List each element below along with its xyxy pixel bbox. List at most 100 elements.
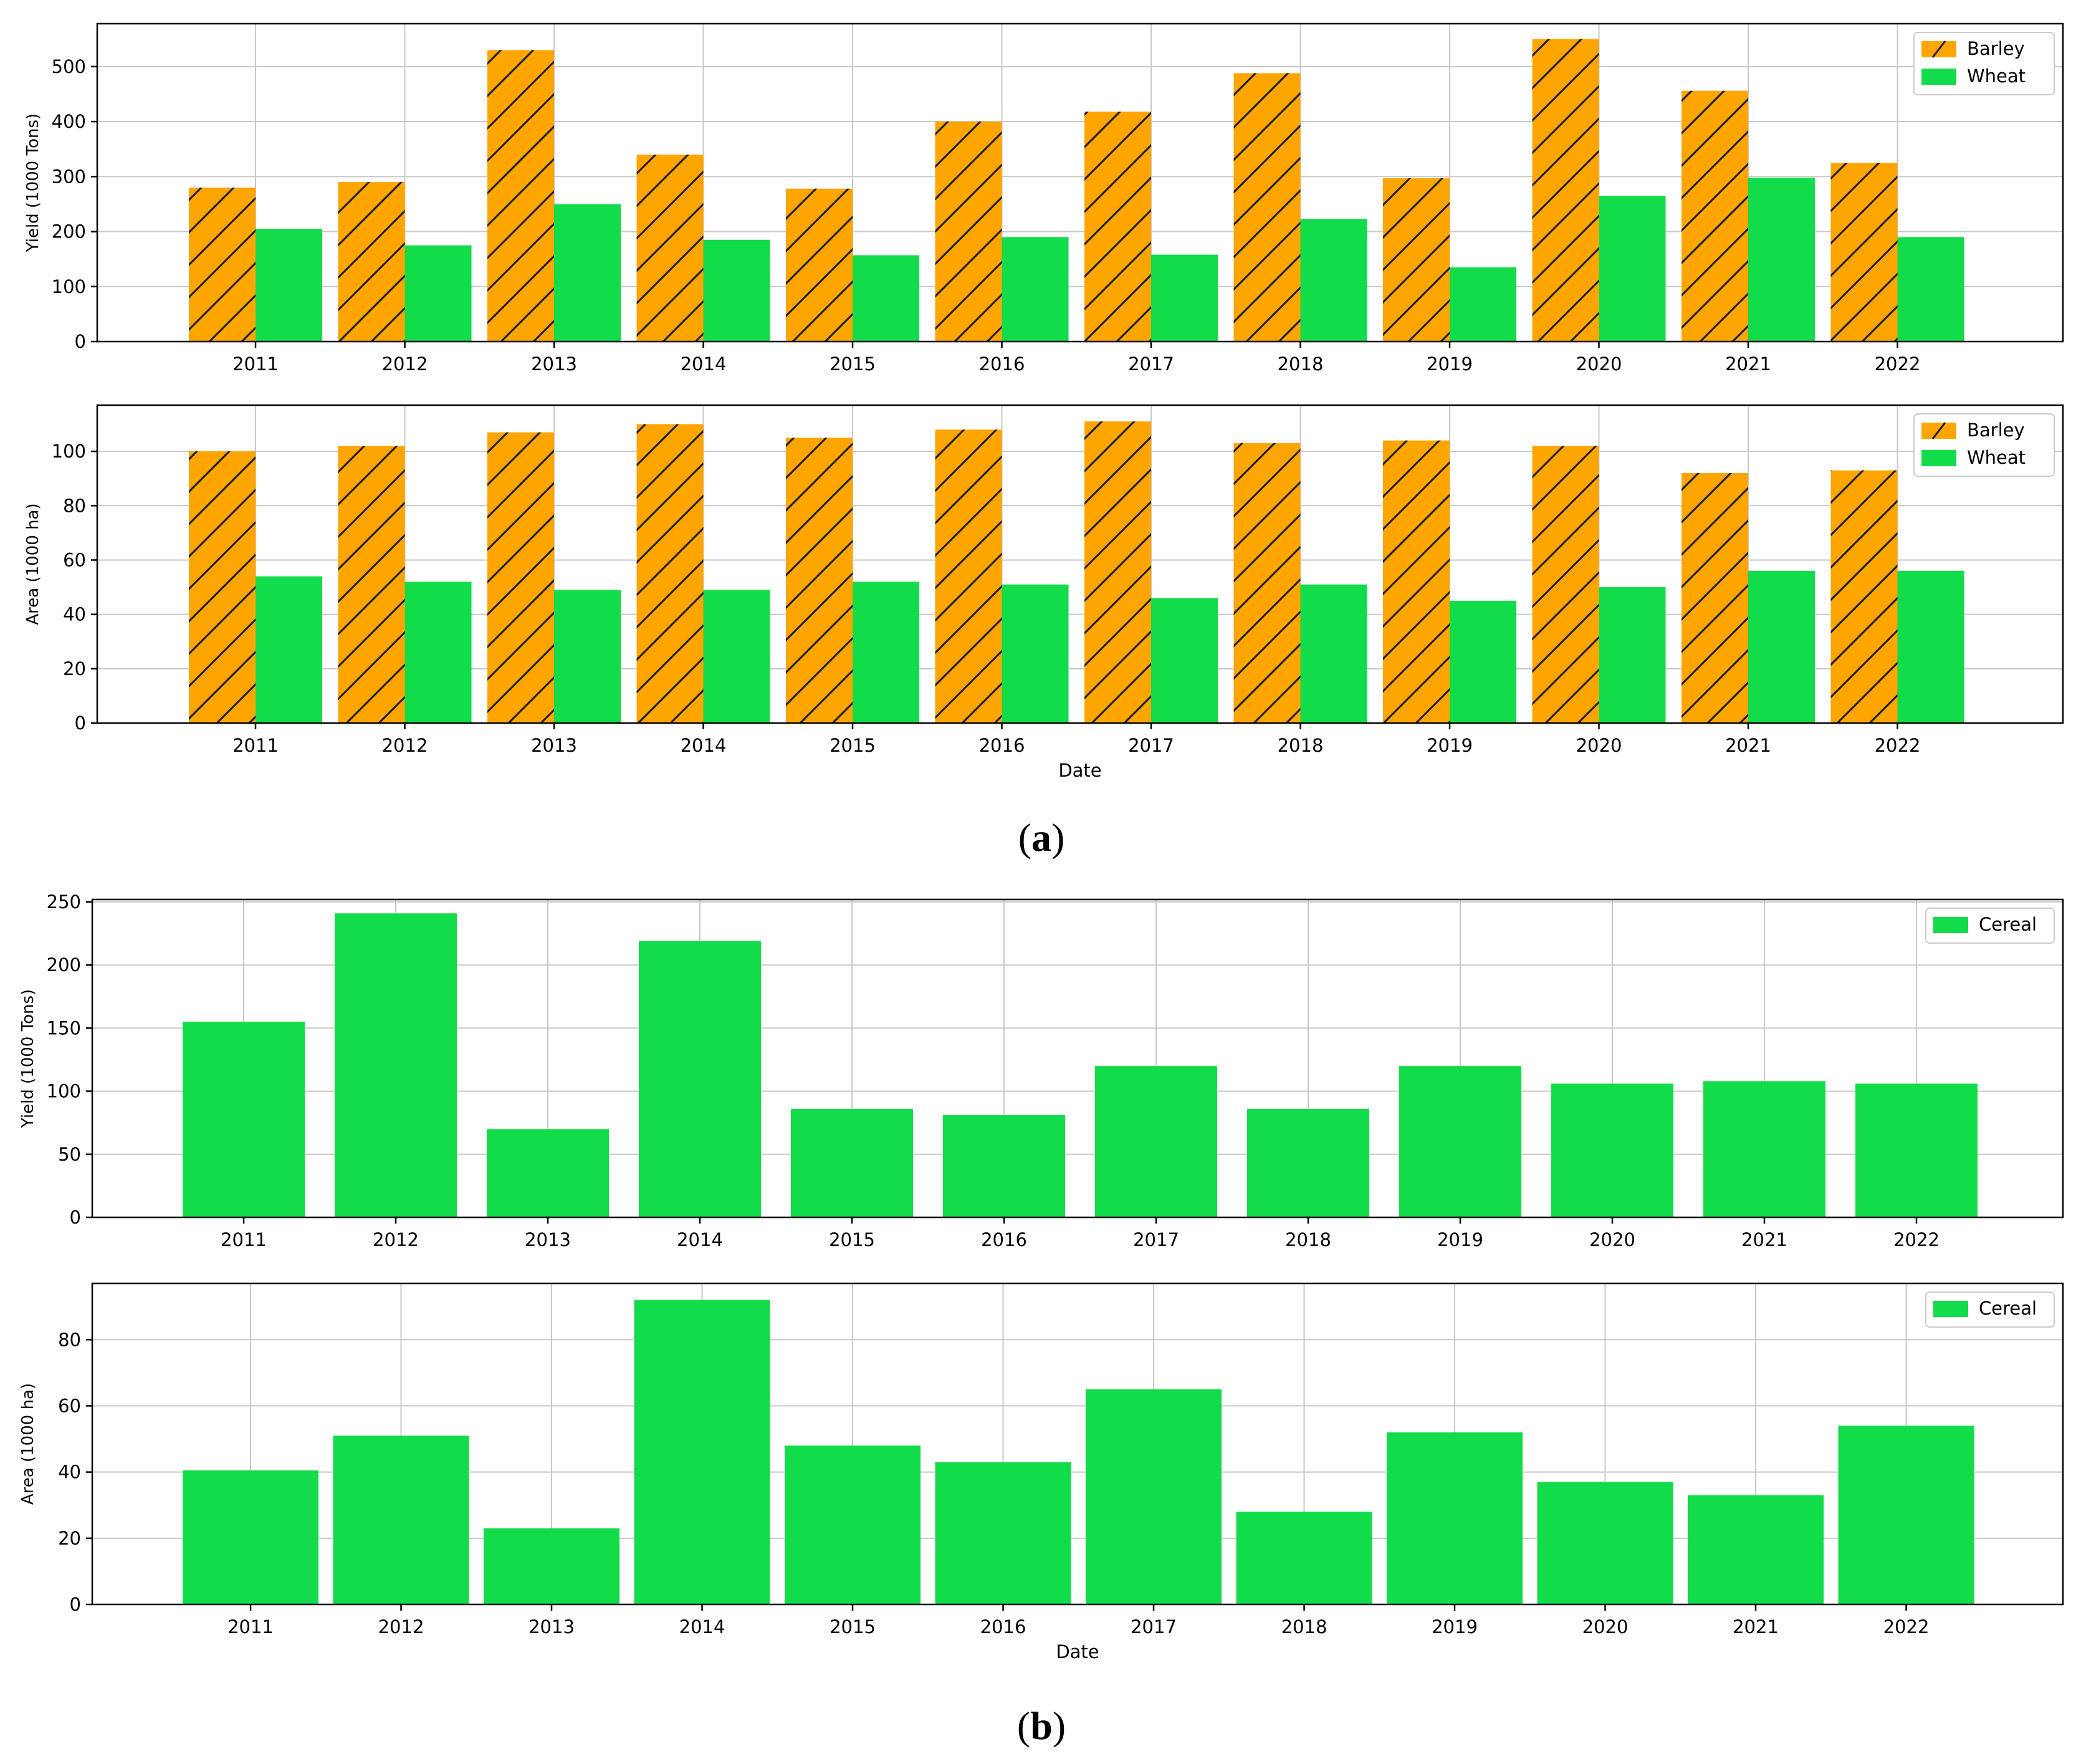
bar-cereal [634,1300,770,1604]
y-tick-label: 500 [52,56,86,77]
bar-hatch [1233,443,1301,723]
x-tick-label: 2017 [1128,353,1174,375]
bar-cereal [183,1470,318,1604]
x-tick-label: 2017 [1131,1616,1177,1637]
x-tick-label: 2014 [679,1616,725,1637]
y-tick-label: 200 [52,221,86,242]
legend-swatch [1933,917,1968,933]
bar-wheat [703,590,770,723]
legend-label: Cereal [1979,1298,2037,1319]
bar-hatch [1682,90,1748,342]
bar-cereal [1537,1482,1673,1604]
legend-swatch [1933,1301,1968,1317]
legend: Barley Wheat [1913,413,2055,477]
bar-cereal [1387,1432,1523,1604]
y-tick-label: 60 [58,1395,81,1416]
x-tick-label: 2017 [1133,1229,1179,1250]
x-tick-label: 2013 [529,1616,575,1637]
bar-wheat [404,582,472,723]
x-tick-label: 2022 [1883,1616,1930,1637]
y-tick-label: 250 [47,891,81,913]
panel-b-label: (b) [1017,1704,1066,1748]
bar-wheat [1897,570,1964,723]
bar-wheat [1599,196,1666,342]
bar-hatch [1383,440,1450,723]
bar-hatch [1830,470,1898,723]
x-tick-label: 2011 [227,1616,274,1637]
bar-wheat [404,245,472,342]
x-tick-label: 2018 [1278,735,1324,756]
bar-cereal [1703,1081,1825,1217]
y-axis-label: Yield (1000 Tons) [19,989,37,1128]
x-tick-label: 2015 [830,1616,876,1637]
x-tick-label: 2021 [1725,353,1771,375]
bar-hatch [338,182,405,342]
bar-wheat [1450,267,1516,342]
bar-hatch [189,451,256,723]
bar-wheat [1599,587,1666,723]
y-tick-label: 400 [52,111,86,132]
x-tick-label: 2014 [681,353,727,375]
x-tick-label: 2016 [979,353,1025,375]
x-tick-label: 2015 [830,735,876,756]
bar-hatch [786,438,853,723]
y-tick-label: 0 [70,1594,81,1615]
y-tick-label: 40 [58,1462,81,1483]
y-tick-label: 40 [63,604,86,625]
chart-a-yield: 0 100 200 300 400 500 2011 2012 2013 2014 2015 2016… [24,22,2064,375]
bar-cereal [943,1115,1065,1217]
y-tick-label: 0 [75,712,86,734]
y-axis-label: Area (1000 ha) [24,503,42,625]
y-tick-label: 50 [58,1144,81,1165]
bar-hatch [487,432,554,723]
bar-wheat [1002,237,1069,342]
bar-hatch [1233,73,1301,342]
x-tick-label: 2015 [829,1229,875,1250]
y-tick-label: 100 [52,441,86,462]
bar-wheat [256,229,322,342]
bar-cereal [183,1022,305,1217]
axes-frame [91,1282,2064,1606]
bar-hatch [1830,163,1898,342]
x-axis-label: Date [1058,760,1101,781]
y-tick-label: 300 [52,166,86,187]
y-tick-label: 80 [58,1329,81,1350]
y-tick-label: 150 [47,1017,81,1038]
legend-hatch [1931,422,1946,439]
y-tick-label: 100 [52,276,86,297]
bar-wheat [1300,584,1367,723]
bar-wheat [853,582,919,723]
x-tick-label: 2012 [382,353,428,375]
bar-cereal [1855,1083,1978,1217]
y-tick-label: 20 [63,658,86,679]
y-tick-label: 200 [47,954,81,975]
bar-cereal [484,1528,620,1604]
chart-a-area: 0 20 40 60 80 100 2011 2012 2013 2014 2015 2016 2017… [24,404,2064,781]
x-tick-label: 2020 [1576,735,1622,756]
x-tick-label: 2018 [1281,1616,1328,1637]
x-tick-label: 2022 [1893,1229,1940,1250]
bar-cereal [785,1445,921,1604]
axes-frame [96,22,2064,343]
bar-cereal [333,1436,469,1604]
bar-hatch [1084,112,1151,342]
y-tick-label: 100 [47,1081,81,1102]
y-tick-label: 20 [58,1528,81,1549]
x-tick-label: 2021 [1725,735,1771,756]
bar-cereal [1247,1108,1369,1217]
x-tick-label: 2021 [1741,1229,1787,1250]
x-tick-label: 2018 [1278,353,1324,375]
bar-cereal [1236,1512,1372,1604]
legend: Cereal [1925,1292,2055,1328]
x-tick-label: 2022 [1875,353,1921,375]
bar-wheat [1748,570,1815,723]
bar-hatch [487,50,554,342]
legend-label: Cereal [1979,914,2037,935]
axes-frame [96,404,2064,724]
bar-wheat [1002,584,1069,723]
bar-cereal [935,1462,1071,1604]
chart-b-yield: 0 50 100 150 200 250 2011 2012 2013 2014 2015 2016 2… [19,891,2064,1250]
bar-hatch [1532,446,1599,723]
x-tick-label: 2016 [981,1229,1027,1250]
